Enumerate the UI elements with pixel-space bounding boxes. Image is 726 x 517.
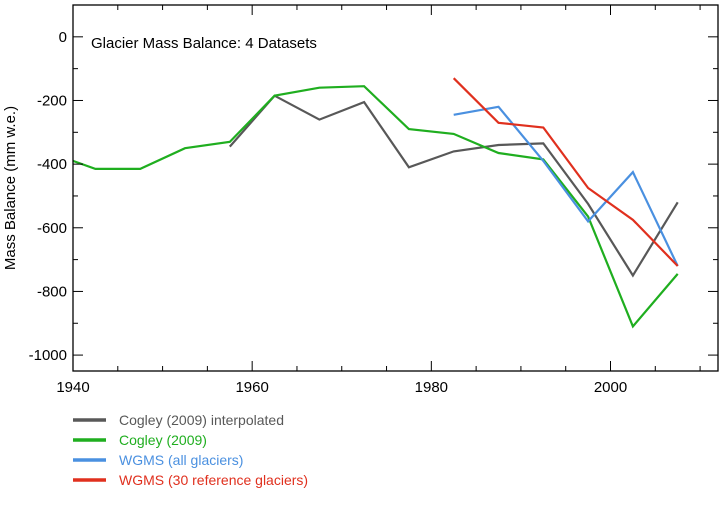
y-tick-label: 0	[59, 29, 67, 46]
series-line-4	[452, 77, 679, 267]
y-tick-label: -800	[37, 283, 67, 300]
x-tick-label: 1960	[235, 379, 268, 396]
y-tick-label: -600	[37, 220, 67, 237]
legend-label: Cogley (2009)	[119, 432, 207, 448]
series-line-1	[228, 94, 679, 278]
x-tick-label: 2000	[594, 379, 627, 396]
x-tick-label: 1940	[56, 379, 89, 396]
axes: 1940 1960 1980 2000 0 -200 -400 -600 -800 -1000	[29, 4, 719, 396]
y-tick-label: -200	[37, 92, 67, 109]
y-tick-label: -400	[37, 156, 67, 173]
plot-frame	[72, 4, 719, 372]
series-line-2	[72, 85, 679, 329]
chart-title: Glacier Mass Balance: 4 Datasets	[91, 35, 317, 52]
y-tick-label: -1000	[29, 347, 67, 364]
y-axis-title: Mass Balance (mm w.e.)	[2, 106, 19, 270]
series-lines	[72, 77, 679, 329]
legend-label: Cogley (2009) interpolated	[119, 412, 284, 428]
series-line-3	[453, 105, 679, 267]
legend: Cogley (2009) interpolated Cogley (2009) W…	[73, 412, 308, 488]
legend-label: WGMS (all glaciers)	[119, 452, 243, 468]
legend-label: WGMS (30 reference glaciers)	[119, 472, 308, 488]
x-tick-label: 1980	[415, 379, 448, 396]
